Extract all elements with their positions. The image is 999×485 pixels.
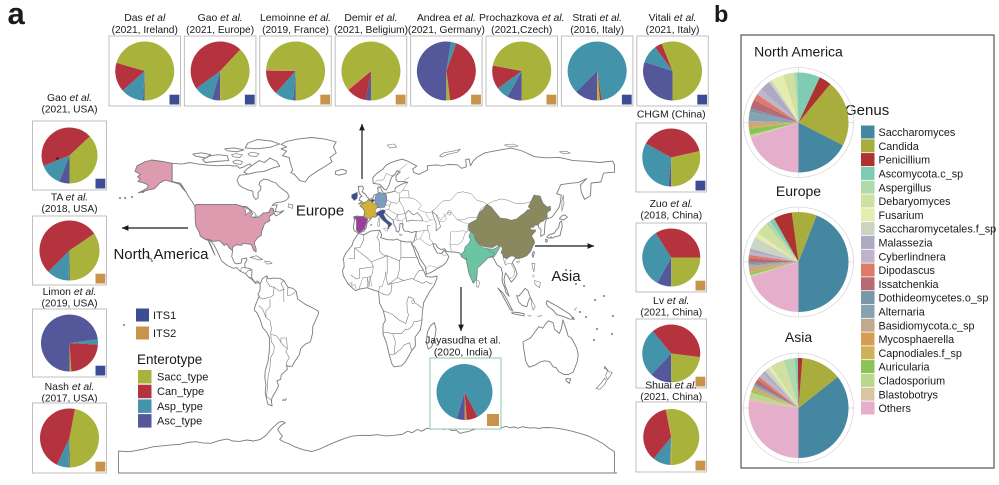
svg-text:Jayasudha et al.: Jayasudha et al. (425, 336, 501, 347)
svg-text:North America: North America (754, 44, 843, 60)
svg-text:Vitali et al.: Vitali et al. (649, 13, 697, 24)
svg-text:Zuo et al.: Zuo et al. (650, 199, 693, 210)
svg-text:Others: Others (879, 403, 912, 415)
svg-text:Can_type: Can_type (157, 386, 204, 398)
svg-text:TA et al.: TA et al. (51, 192, 88, 203)
svg-text:Fusarium: Fusarium (879, 210, 924, 222)
svg-text:Gao et al.: Gao et al. (198, 13, 243, 24)
svg-text:Europe: Europe (296, 203, 344, 220)
svg-text:Shuai et al.: Shuai et al. (645, 381, 697, 392)
svg-text:Capnodiales.f_sp: Capnodiales.f_sp (879, 348, 962, 360)
svg-text:Aspergillus: Aspergillus (879, 182, 932, 194)
svg-text:Nash et al.: Nash et al. (45, 382, 95, 393)
svg-text:Issatchenkia: Issatchenkia (879, 279, 939, 291)
svg-text:ITS2: ITS2 (153, 328, 176, 340)
svg-text:Das et al: Das et al (124, 13, 166, 24)
svg-text:Gao et al.: Gao et al. (47, 93, 92, 104)
svg-text:(2017, USA): (2017, USA) (41, 394, 97, 405)
svg-text:(2021, Beligium): (2021, Beligium) (334, 25, 408, 36)
svg-text:Malassezia: Malassezia (879, 238, 933, 250)
svg-text:North America: North America (113, 246, 209, 263)
svg-text:(2021, Italy): (2021, Italy) (646, 25, 700, 36)
svg-text:Lv et al.: Lv et al. (653, 296, 689, 307)
svg-text:Prochazkova et al.: Prochazkova et al. (479, 13, 564, 24)
svg-text:Debaryomyces: Debaryomyces (879, 196, 952, 208)
svg-text:(2021, China): (2021, China) (640, 392, 702, 403)
svg-text:(2021, Ireland): (2021, Ireland) (112, 25, 178, 36)
svg-text:Ascomycota.c_sp: Ascomycota.c_sp (879, 169, 964, 181)
svg-text:Candida: Candida (879, 141, 919, 153)
svg-text:Saccharomyces: Saccharomyces (879, 127, 956, 139)
svg-text:Asia: Asia (785, 329, 812, 345)
svg-text:(2018, USA): (2018, USA) (41, 204, 97, 215)
svg-text:Europe: Europe (776, 183, 821, 199)
svg-text:Asia: Asia (551, 268, 581, 285)
svg-text:Saccharomycetales.f_sp: Saccharomycetales.f_sp (879, 224, 997, 236)
svg-text:Lemoinne et al.: Lemoinne et al. (260, 13, 331, 24)
svg-text:(2019, USA): (2019, USA) (41, 299, 97, 310)
svg-text:Alternaria: Alternaria (879, 307, 925, 319)
svg-text:Dipodascus: Dipodascus (879, 265, 936, 277)
svg-text:Limon et al.: Limon et al. (43, 287, 97, 298)
svg-text:(2018, China): (2018, China) (640, 211, 702, 222)
svg-text:Dothideomycetes.o_sp: Dothideomycetes.o_sp (879, 293, 989, 305)
svg-text:(2016, Italy): (2016, Italy) (570, 25, 624, 36)
svg-text:(2021, Europe): (2021, Europe) (186, 25, 254, 36)
svg-text:Asc_type: Asc_type (157, 416, 202, 428)
svg-text:Auricularia: Auricularia (879, 362, 930, 374)
svg-text:Genus: Genus (845, 102, 889, 119)
svg-text:Blastobotrys: Blastobotrys (879, 389, 939, 401)
svg-text:Strati et al.: Strati et al. (572, 13, 622, 24)
svg-text:Andrea et al.: Andrea et al. (417, 13, 476, 24)
svg-text:a: a (8, 0, 26, 31)
svg-text:Cyberlindnera: Cyberlindnera (879, 251, 946, 263)
svg-text:ITS1: ITS1 (153, 310, 176, 322)
svg-text:Cladosporium: Cladosporium (879, 376, 946, 388)
svg-text:Asp_type: Asp_type (157, 401, 203, 413)
svg-text:(2020, India): (2020, India) (434, 348, 492, 359)
svg-text:b: b (714, 1, 728, 27)
svg-text:(2021, Germany): (2021, Germany) (408, 25, 485, 36)
svg-text:(2021,Czech): (2021,Czech) (491, 25, 552, 36)
svg-text:Enterotype: Enterotype (137, 352, 202, 367)
svg-text:(2021, China): (2021, China) (640, 308, 702, 319)
svg-text:Basidiomycota.c_sp: Basidiomycota.c_sp (879, 320, 975, 332)
svg-text:Demir et al.: Demir et al. (344, 13, 397, 24)
svg-text:CHGM (China): CHGM (China) (637, 110, 706, 121)
svg-text:(2019, France): (2019, France) (262, 25, 329, 36)
svg-text:(2021, USA): (2021, USA) (41, 105, 97, 116)
svg-text:Penicillium: Penicillium (879, 155, 931, 167)
svg-text:Sacc_type: Sacc_type (157, 372, 208, 384)
svg-text:Mycosphaerella: Mycosphaerella (879, 334, 955, 346)
